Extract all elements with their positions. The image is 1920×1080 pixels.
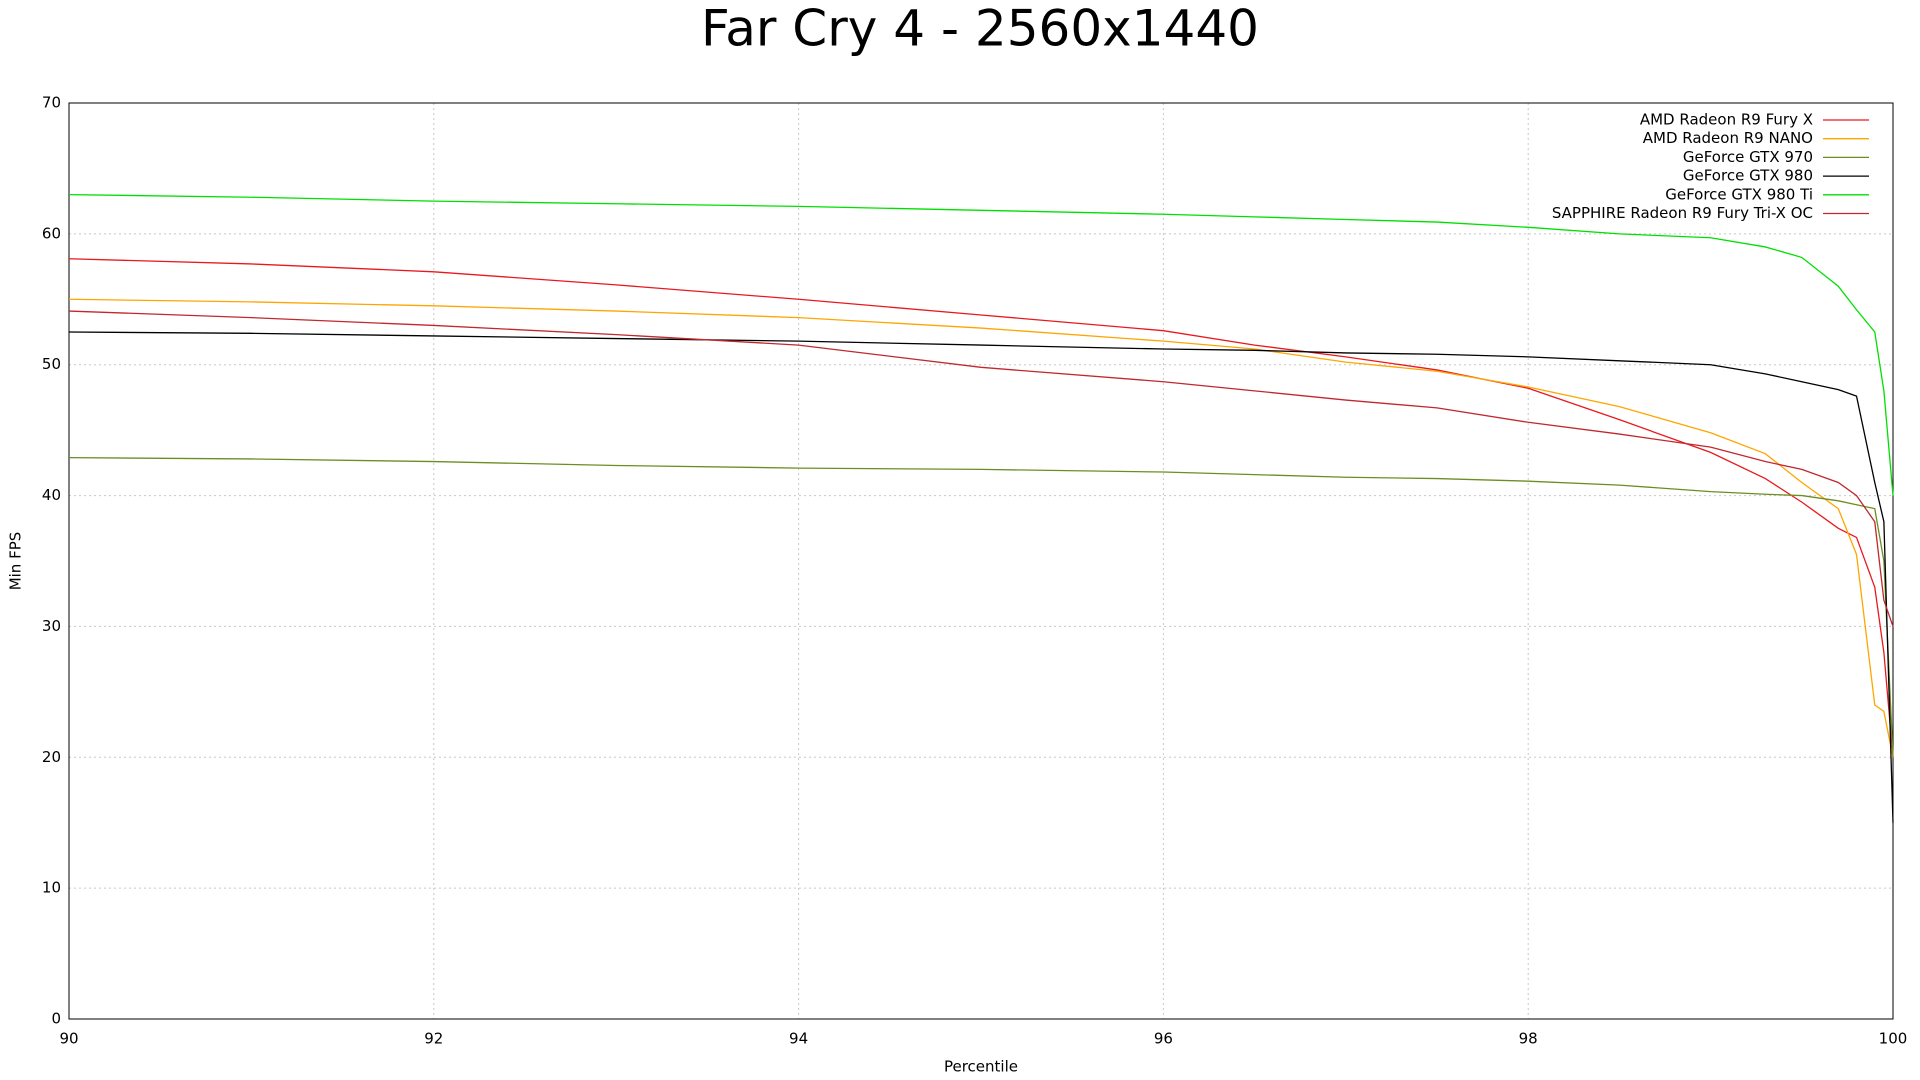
y-tick-label: 30 — [42, 617, 61, 635]
series-line — [68, 258, 1894, 758]
x-tick-label: 94 — [789, 1030, 808, 1048]
series-line — [68, 298, 1894, 758]
legend-label: AMD Radeon R9 Fury X — [1640, 111, 1813, 129]
series-line — [68, 310, 1894, 627]
x-tick-label: 96 — [1154, 1030, 1173, 1048]
series-line — [68, 193, 1894, 496]
y-tick-label: 40 — [42, 486, 61, 504]
y-tick-label: 10 — [42, 879, 61, 897]
x-tick-label: 90 — [59, 1030, 78, 1048]
y-tick-label: 60 — [42, 224, 61, 242]
legend-label: GeForce GTX 970 — [1683, 148, 1813, 166]
series-line — [68, 331, 1894, 823]
legend-label: SAPPHIRE Radeon R9 Fury Tri-X OC — [1552, 204, 1813, 222]
series-line — [68, 456, 1894, 758]
plot-frame — [68, 102, 1894, 1020]
legend-label: AMD Radeon R9 NANO — [1643, 129, 1813, 147]
x-tick-label: 92 — [424, 1030, 443, 1048]
y-tick-label: 50 — [42, 355, 61, 373]
x-tick-label: 98 — [1519, 1030, 1538, 1048]
y-tick-label: 20 — [42, 748, 61, 766]
y-axis-label: Min FPS — [7, 532, 25, 591]
legend-label: GeForce GTX 980 Ti — [1665, 185, 1813, 203]
x-tick-label: 100 — [1879, 1030, 1908, 1048]
y-tick-label: 70 — [42, 94, 61, 112]
chart-title: Far Cry 4 - 2560x1440 — [701, 0, 1259, 58]
y-tick-label: 0 — [51, 1010, 61, 1028]
x-axis-label: Percentile — [944, 1058, 1018, 1076]
legend-label: GeForce GTX 980 — [1683, 167, 1813, 185]
